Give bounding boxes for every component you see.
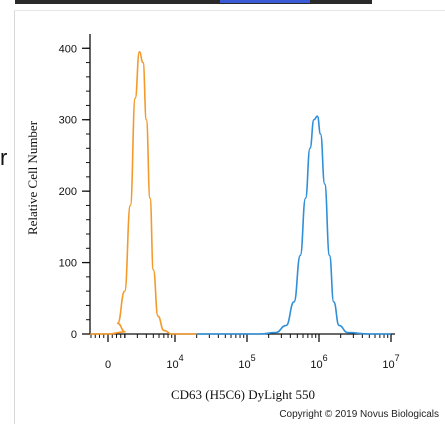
x-tick-label: 107 <box>382 353 399 371</box>
y-major-ticks: 0 100 200 300 400 <box>59 43 90 341</box>
x-axis-title: CD63 (H5C6) DyLight 550 <box>171 387 315 402</box>
y-tick-label: 100 <box>59 258 77 270</box>
y-axis: 0 100 200 300 400 Relative Cell Number <box>25 34 91 341</box>
x-tick-label: 105 <box>238 353 255 371</box>
y-tick-label: 0 <box>71 329 77 341</box>
histogram-chart: 0 100 200 300 400 Relative Cell Number 0 104 1… <box>25 34 400 402</box>
y-tick-label: 400 <box>59 43 77 55</box>
copyright-notice: Copyright © 2019 Novus Biologicals <box>279 409 439 420</box>
x-tick-label: 0 <box>105 359 111 371</box>
y-axis-title: Relative Cell Number <box>25 120 40 235</box>
x-major-ticks: 0 104 105 106 107 <box>105 334 400 371</box>
y-tick-label: 200 <box>59 186 77 198</box>
x-tick-label: 104 <box>166 353 183 371</box>
top-banner-link[interactable] <box>220 0 310 3</box>
series-1-histogram-line <box>90 51 197 335</box>
series-2-histogram-line <box>196 115 391 335</box>
x-axis: 0 104 105 106 107 CD63 (H5C6) DyLight 550 <box>90 333 400 402</box>
panel-divider-horizontal <box>14 10 445 11</box>
y-tick-label: 300 <box>59 115 77 127</box>
panel-divider-vertical <box>14 10 15 424</box>
x-tick-label: 106 <box>310 353 327 371</box>
series-layer <box>90 51 391 335</box>
top-banner-strip <box>15 0 372 4</box>
cropped-text-fragment: r <box>0 145 8 170</box>
